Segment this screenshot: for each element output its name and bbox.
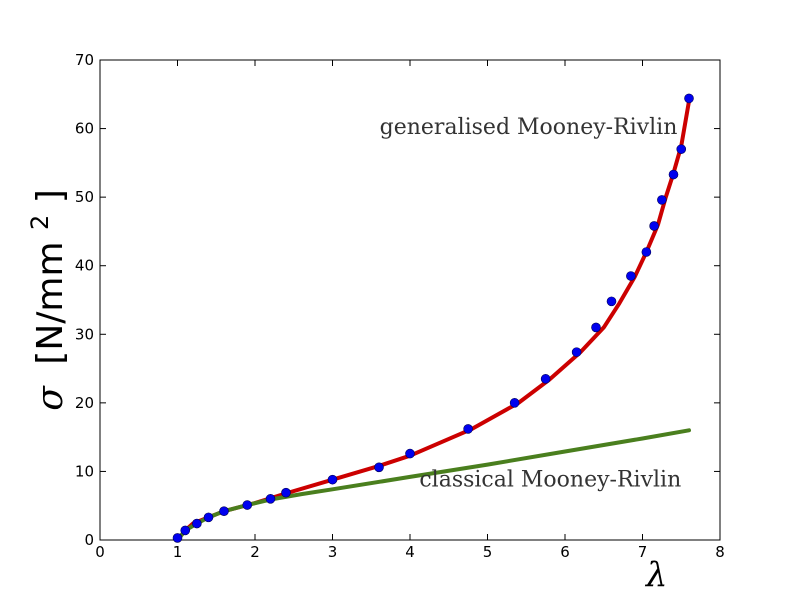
data-point xyxy=(591,322,601,333)
x-tick-label: 1 xyxy=(173,543,183,561)
data-point xyxy=(281,487,291,498)
x-tick-label: 7 xyxy=(638,543,648,561)
data-point xyxy=(626,271,636,281)
data-point xyxy=(540,374,551,384)
x-tick-label: 5 xyxy=(483,543,493,561)
data-point xyxy=(509,398,520,408)
y-tick-label: 70 xyxy=(75,51,94,69)
y-tick-label: 0 xyxy=(84,531,94,549)
data-point xyxy=(668,169,679,180)
x-tick-label: 3 xyxy=(328,543,338,561)
y-axis-label-close: ] xyxy=(30,189,71,203)
data-point xyxy=(172,533,183,543)
annotations: generalised Mooney-Rivlin classical Moone… xyxy=(380,115,682,492)
y-tick-label: 30 xyxy=(75,325,94,343)
data-point xyxy=(219,506,229,517)
data-point xyxy=(242,500,253,510)
y-axis-label-symbol: σ xyxy=(30,385,71,411)
data-point xyxy=(657,195,667,205)
data-point xyxy=(192,518,202,529)
data-point xyxy=(203,512,214,523)
x-tick-label: 8 xyxy=(715,543,725,561)
x-axis-ticks: 0 1 2 3 4 5 6 7 8 xyxy=(95,60,725,561)
data-markers xyxy=(172,93,694,543)
x-tick-label: 0 xyxy=(95,543,105,561)
data-point xyxy=(606,296,617,307)
classical-mooney-rivlin-annotation: classical Mooney-Rivlin xyxy=(419,468,681,493)
x-tick-label: 4 xyxy=(405,543,415,561)
y-tick-label: 10 xyxy=(75,462,94,480)
data-point xyxy=(180,525,191,536)
x-tick-label: 2 xyxy=(250,543,260,561)
y-axis-label-exponent: 2 xyxy=(26,215,54,230)
data-point xyxy=(641,247,652,257)
data-point xyxy=(684,93,694,104)
data-point xyxy=(649,221,659,231)
y-tick-label: 40 xyxy=(75,257,94,275)
data-point xyxy=(676,144,687,154)
y-tick-label: 20 xyxy=(75,394,94,412)
plot-area xyxy=(99,59,721,541)
y-tick-label: 50 xyxy=(75,188,94,206)
y-tick-label: 60 xyxy=(75,120,94,138)
data-point xyxy=(405,448,415,459)
x-axis-label: λ xyxy=(644,555,668,595)
data-point xyxy=(463,424,473,434)
x-tick-label: 6 xyxy=(560,543,570,561)
data-point xyxy=(265,494,276,504)
y-axis-label-units: [N/mm xyxy=(30,241,71,364)
y-axis-label: σ [N/mm 2 ] xyxy=(16,189,71,411)
data-point xyxy=(571,347,582,357)
data-point xyxy=(327,474,338,485)
generalised-mooney-rivlin-annotation: generalised Mooney-Rivlin xyxy=(380,115,678,140)
data-point xyxy=(374,462,384,473)
y-axis-ticks: 0 10 20 30 40 50 60 70 xyxy=(75,51,720,549)
